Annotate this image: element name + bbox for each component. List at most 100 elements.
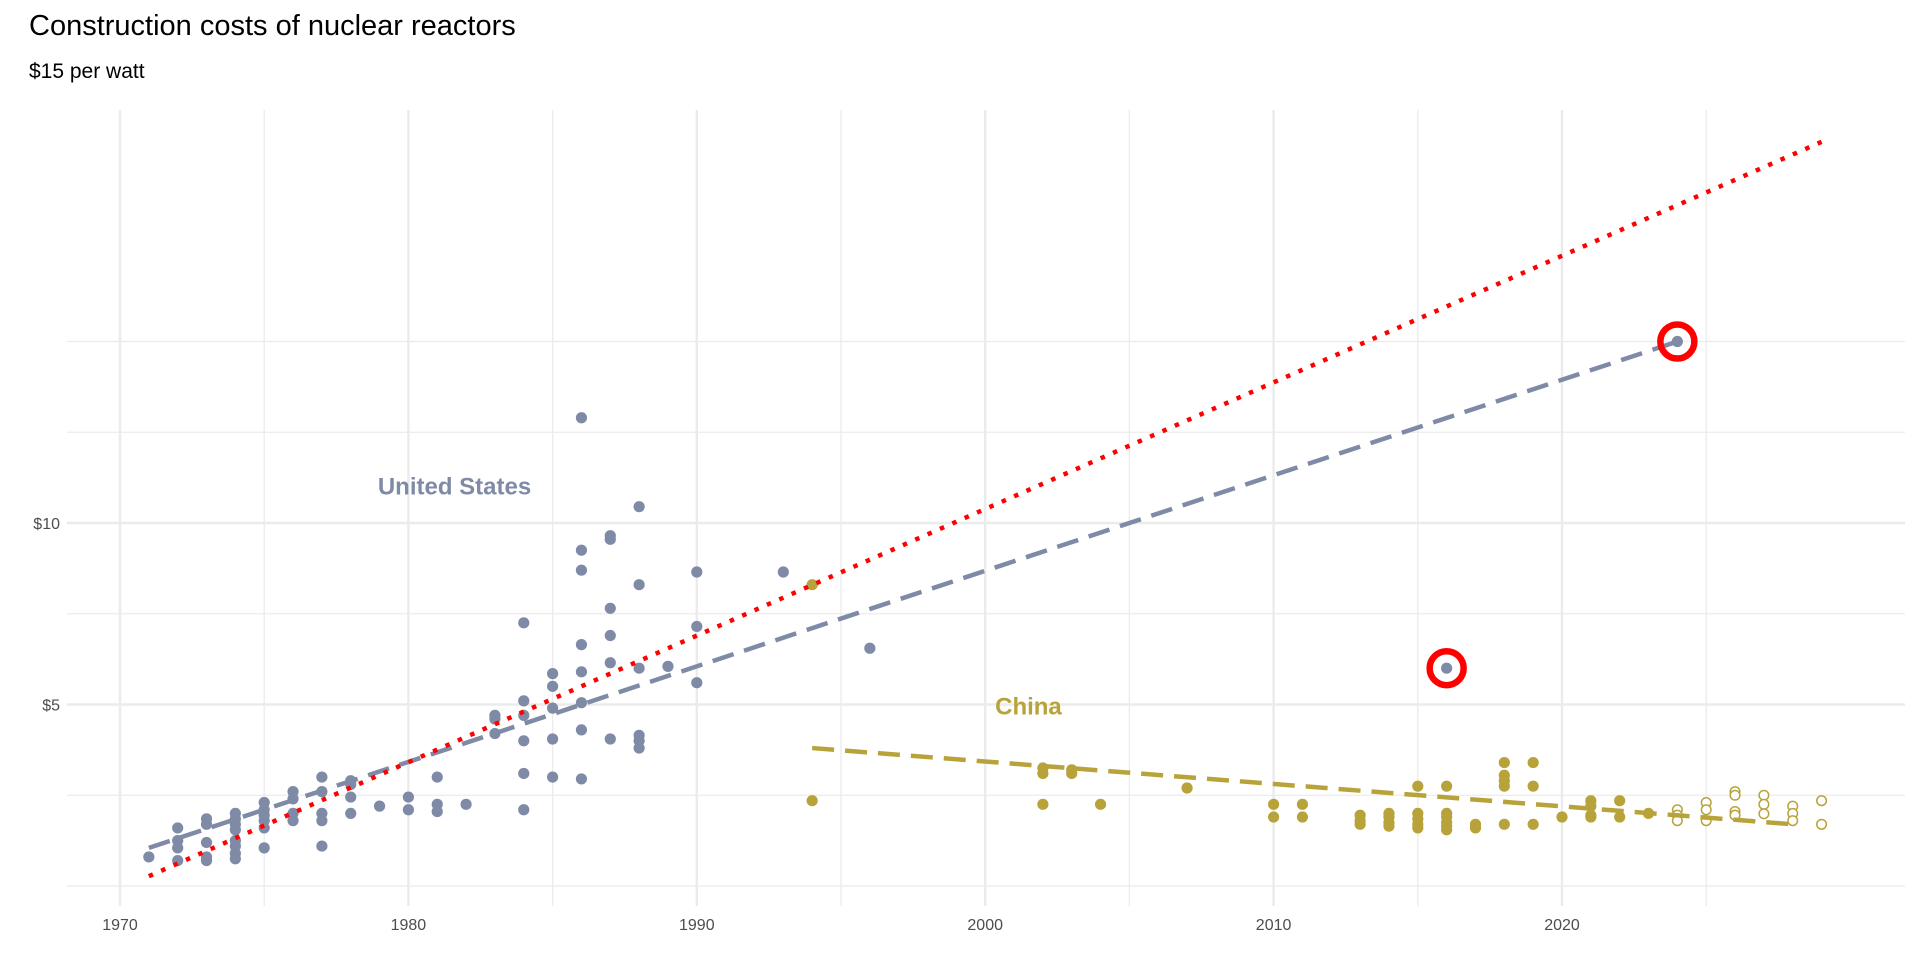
x-tick-label: 2010: [1256, 917, 1292, 934]
x-tick-label: 2020: [1544, 917, 1580, 934]
us-data-point: [604, 657, 616, 669]
china-data-point: [1296, 811, 1309, 823]
us-data-point: [172, 822, 184, 834]
chart-subtitle: $15 per watt: [29, 60, 145, 83]
us-data-point: [547, 680, 559, 692]
china-data-point: [1066, 767, 1078, 780]
china-data-point: [1556, 811, 1568, 823]
x-tick-label: 1980: [391, 917, 427, 934]
us-data-point: [402, 791, 414, 803]
china-data-point: [1527, 818, 1539, 830]
highlight-ring: [1657, 321, 1698, 362]
china-data-point: [1614, 811, 1626, 823]
us-series-label: United States: [378, 474, 531, 501]
china-planned-point: [1700, 804, 1712, 816]
china-planned-point: [1816, 795, 1828, 807]
us-data-point: [200, 818, 213, 830]
us-data-point: [518, 617, 530, 629]
china-data-point: [1498, 780, 1510, 792]
china-data-point: [1037, 798, 1049, 810]
china-data-point: [1614, 795, 1626, 807]
us-data-point: [777, 566, 789, 578]
us-data-point: [662, 660, 674, 672]
china-data-point: [1527, 780, 1539, 792]
china-data-point: [1354, 818, 1366, 830]
china-data-point: [806, 579, 818, 591]
us-data-point: [460, 798, 472, 810]
us-data-point: [575, 666, 588, 678]
x-tick-label: 1990: [679, 917, 715, 934]
y-tick-label: $5: [42, 698, 60, 715]
china-data-point: [1498, 818, 1510, 830]
us-data-point: [316, 815, 328, 827]
us-data-point: [316, 840, 328, 852]
china-planned-point: [1729, 789, 1741, 801]
us-data-point: [633, 662, 645, 674]
china-data-point: [1441, 824, 1453, 836]
us-data-point: [258, 842, 270, 854]
us-data-point: [575, 773, 588, 785]
us-data-point: [604, 602, 616, 614]
us-highlighted-point: [1441, 662, 1453, 674]
us-data-point: [575, 639, 588, 651]
us-data-point: [518, 804, 530, 816]
us-data-point: [575, 544, 588, 556]
china-data-point: [1181, 782, 1193, 794]
china-planned-point: [1816, 818, 1828, 830]
us-data-point: [633, 579, 645, 591]
china-data-point: [1412, 780, 1424, 792]
us-data-point: [402, 804, 414, 816]
us-data-point: [345, 807, 357, 820]
us-data-point: [431, 771, 443, 783]
china-data-point: [1094, 798, 1107, 810]
chart-title: Construction costs of nuclear reactors: [29, 10, 516, 42]
us-data-point: [229, 853, 241, 865]
china-planned-point: [1758, 798, 1770, 810]
us-data-point: [575, 697, 588, 709]
us-data-point: [633, 742, 645, 754]
us-data-point: [691, 620, 703, 633]
us-data-point: [604, 629, 616, 642]
us-data-point: [604, 733, 616, 745]
us-data-point: [691, 677, 703, 689]
us-data-point: [575, 412, 588, 424]
us-data-point: [864, 642, 876, 654]
us-data-point: [373, 800, 386, 812]
x-tick-label: 1970: [102, 917, 138, 934]
us-data-point: [633, 501, 645, 513]
us-data-point: [575, 724, 588, 736]
us-data-point: [604, 533, 616, 545]
china-data-point: [1412, 822, 1424, 834]
china-data-point: [1268, 811, 1280, 823]
us-data-point: [316, 771, 328, 783]
china-data-point: [1441, 780, 1453, 792]
china-data-point: [806, 795, 818, 807]
china-data-point: [1469, 822, 1482, 834]
us-data-point: [547, 668, 559, 680]
us-data-point: [518, 735, 530, 747]
us-data-point: [518, 695, 530, 707]
highlight-ring: [1426, 647, 1467, 689]
china-data-point: [1383, 820, 1395, 832]
x-tick-label: 2000: [967, 917, 1003, 934]
us-data-point: [200, 836, 213, 849]
china-planned-point: [1787, 815, 1799, 827]
us-data-point: [547, 771, 559, 783]
china-series-label: China: [995, 693, 1062, 720]
us-data-point: [575, 564, 588, 576]
us-data-point: [518, 767, 530, 780]
us-data-point: [431, 805, 443, 818]
us-trend-line: [148, 339, 1679, 851]
china-data-point: [1268, 798, 1280, 810]
us-data-point: [691, 566, 703, 578]
us-highlighted-point: [1671, 335, 1683, 348]
china-data-point: [1037, 767, 1049, 780]
china-planned-point: [1758, 789, 1770, 801]
us-data-point: [143, 851, 155, 863]
china-planned-point: [1758, 808, 1770, 820]
us-data-point: [345, 791, 357, 803]
china-data-point: [1585, 811, 1597, 823]
us-data-point: [172, 842, 184, 854]
china-data-point: [1296, 798, 1309, 810]
